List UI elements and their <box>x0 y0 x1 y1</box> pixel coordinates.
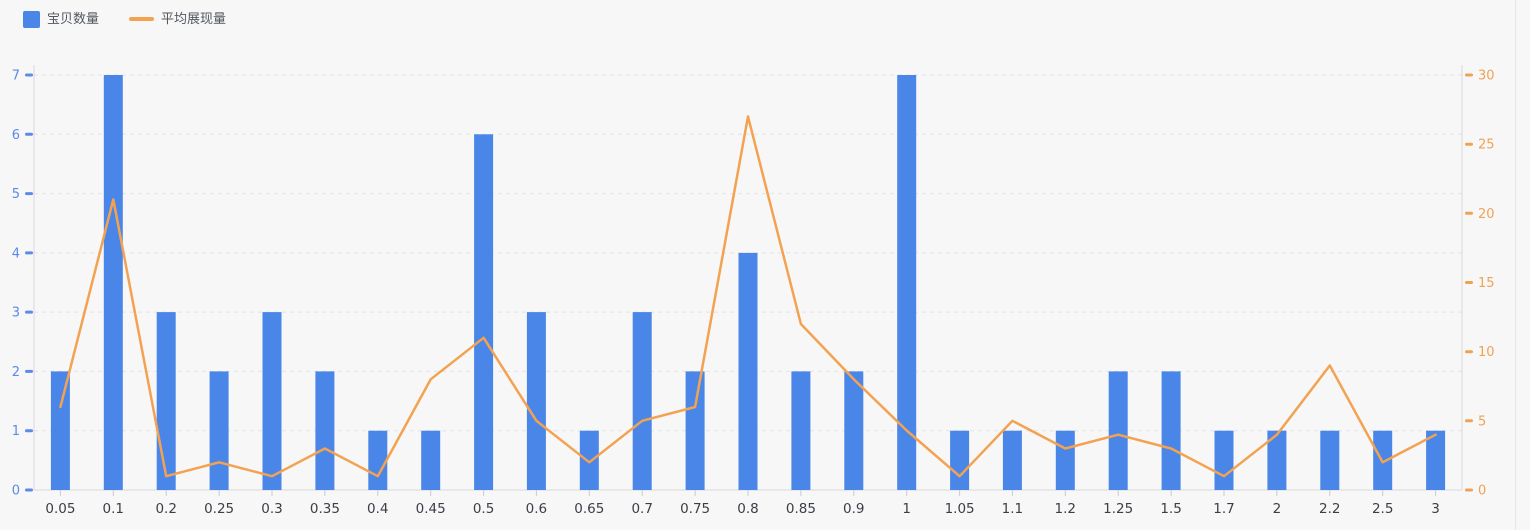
x-axis-category-label: 0.25 <box>204 501 234 517</box>
x-axis-category-label: 0.3 <box>261 501 282 517</box>
right-axis-tick-label: 15 <box>1478 276 1495 291</box>
bar-0.1[interactable] <box>103 75 123 490</box>
bar-1.2[interactable] <box>1055 430 1075 490</box>
left-axis-tick <box>25 251 33 255</box>
left-axis-tick <box>25 369 33 373</box>
bar-0.4[interactable] <box>368 430 388 490</box>
legend-item-line-series[interactable]: 平均展现量 <box>129 11 226 28</box>
right-axis-tick-label: 5 <box>1478 414 1486 429</box>
left-axis-tick <box>25 73 33 77</box>
x-axis-category-label: 0.45 <box>416 501 446 517</box>
bar-0.85[interactable] <box>791 371 811 490</box>
bar-series-swatch-icon <box>23 10 40 28</box>
right-axis-tick <box>1465 281 1473 284</box>
left-axis-tick-label: 1 <box>12 424 20 439</box>
right-axis-tick <box>1465 419 1473 423</box>
chart-legend: 宝贝数量 平均展现量 <box>23 9 226 29</box>
x-axis-category-label: 0.05 <box>45 501 75 517</box>
right-axis-tick-label: 30 <box>1478 69 1495 84</box>
left-axis-tick-label: 7 <box>12 69 20 84</box>
bar-0.7[interactable] <box>632 312 652 490</box>
right-axis-tick <box>1465 488 1473 492</box>
x-axis-category-label: 0.1 <box>103 501 124 517</box>
right-axis-tick-label: 0 <box>1478 484 1486 499</box>
line-series[interactable] <box>59 115 1437 478</box>
right-axis-tick <box>1465 211 1473 215</box>
legend-label-line-series: 平均展现量 <box>161 11 227 27</box>
right-axis-tick-label: 10 <box>1478 345 1495 360</box>
left-axis-tick <box>25 488 33 492</box>
left-axis-tick-label: 0 <box>12 484 20 499</box>
line-series-swatch-icon <box>129 17 155 21</box>
bar-0.5[interactable] <box>474 134 494 491</box>
left-axis-tick-label: 4 <box>12 246 20 261</box>
right-axis-tick <box>1465 142 1473 146</box>
x-axis-category-label: 3 <box>1431 501 1440 517</box>
right-axis-tick-label: 20 <box>1478 207 1495 222</box>
bar-1.5[interactable] <box>1161 371 1181 490</box>
x-axis-category-label: 0.4 <box>367 501 388 517</box>
x-axis-category-label: 1.5 <box>1160 501 1181 517</box>
bar-2[interactable] <box>1267 430 1287 490</box>
bar-1[interactable] <box>897 75 917 490</box>
bar-0.05[interactable] <box>50 371 70 490</box>
x-axis-category-label: 2.5 <box>1372 501 1393 517</box>
bar-1.05[interactable] <box>950 430 970 490</box>
x-axis-category-label: 0.85 <box>786 501 816 517</box>
x-axis-category-label: 0.5 <box>473 501 494 517</box>
x-axis-category-label: 2.2 <box>1319 501 1340 517</box>
x-axis-category-label: 0.6 <box>526 501 547 517</box>
left-axis-tick-label: 5 <box>12 187 20 202</box>
bar-0.45[interactable] <box>421 430 441 490</box>
bar-0.75[interactable] <box>685 371 705 490</box>
bar-0.25[interactable] <box>209 371 229 490</box>
left-axis-tick-label: 2 <box>12 365 20 380</box>
x-axis-category-label: 0.65 <box>574 501 604 517</box>
left-axis-tick-label: 6 <box>12 128 20 143</box>
x-axis-category-label: 0.2 <box>155 501 176 517</box>
bar-0.6[interactable] <box>526 312 546 490</box>
left-axis-tick <box>25 192 33 196</box>
bar-0.8[interactable] <box>738 252 758 490</box>
bar-1.25[interactable] <box>1108 371 1128 490</box>
legend-label-bar-series: 宝贝数量 <box>47 11 100 27</box>
x-axis-category-label: 1.05 <box>945 501 975 517</box>
bar-0.2[interactable] <box>156 312 176 490</box>
x-axis-category-label: 1 <box>902 501 911 517</box>
left-axis-tick <box>25 429 33 433</box>
left-axis-tick <box>25 132 33 136</box>
left-axis-tick <box>25 310 33 314</box>
right-axis-tick <box>1465 73 1473 77</box>
x-axis-category-label: 1.1 <box>1002 501 1023 517</box>
bar-0.65[interactable] <box>579 430 599 490</box>
x-axis-category-label: 1.2 <box>1055 501 1076 517</box>
bar-0.3[interactable] <box>262 312 282 490</box>
bar-3[interactable] <box>1426 430 1446 490</box>
x-axis-category-label: 0.75 <box>680 501 710 517</box>
bar-0.9[interactable] <box>844 371 864 490</box>
bar-2.2[interactable] <box>1320 430 1340 490</box>
x-axis-category-label: 1.7 <box>1213 501 1234 517</box>
x-axis-category-label: 0.8 <box>737 501 758 517</box>
legend-item-bar-series[interactable]: 宝贝数量 <box>23 10 100 28</box>
left-axis-tick-label: 3 <box>12 306 20 321</box>
x-axis-category-label: 2 <box>1273 501 1282 517</box>
bar-1.7[interactable] <box>1214 430 1234 490</box>
x-axis-category-label: 0.35 <box>310 501 340 517</box>
x-axis-category-label: 0.9 <box>843 501 864 517</box>
x-axis-category-label: 1.25 <box>1103 501 1133 517</box>
right-axis-tick <box>1465 350 1473 354</box>
bar-0.35[interactable] <box>315 371 335 490</box>
panel-right-divider <box>1515 0 1516 530</box>
bar-1.1[interactable] <box>1002 430 1022 490</box>
x-axis-category-label: 0.7 <box>631 501 652 517</box>
right-axis-tick-label: 25 <box>1478 138 1495 153</box>
